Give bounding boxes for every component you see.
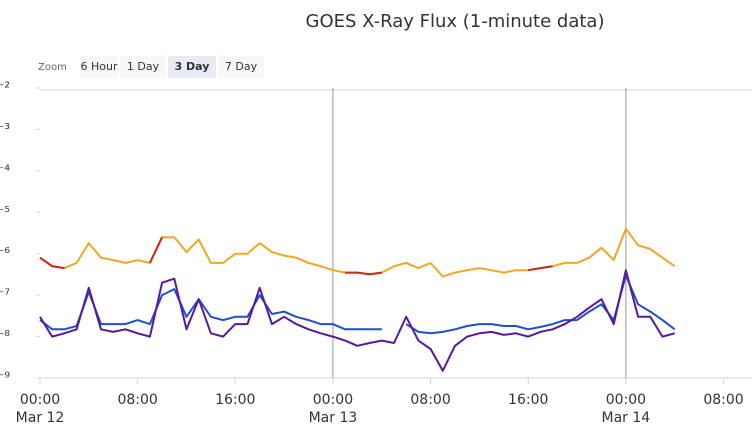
y-tick-label: 10⁻³ — [0, 121, 10, 137]
zoom-button-label[interactable]: 1 Day — [127, 60, 160, 73]
x-tick-label: 16:00 — [215, 392, 255, 408]
zoom-button[interactable] — [168, 56, 216, 78]
zoom-button[interactable] — [120, 56, 166, 78]
chart-title: GOES X-Ray Flux (1-minute data) — [306, 11, 605, 32]
flux-line — [39, 269, 675, 372]
x-tick-label: 16:00 — [508, 392, 548, 408]
x-tick-label: 00:00 Mar 12 — [16, 392, 65, 426]
y-tick-label: 10⁻⁶ — [0, 246, 10, 262]
x-tick-label: 08:00 — [703, 392, 743, 408]
flux-line — [39, 274, 676, 335]
y-tick-label: 10⁻⁴ — [0, 163, 10, 179]
zoom-bar: Zoom 6 Hour 1 Day 3 Day 7 Day — [38, 56, 264, 78]
zoom-button[interactable] — [80, 56, 118, 78]
y-tick-label: 10⁻⁹ — [0, 370, 10, 386]
zoom-label: Zoom — [38, 62, 67, 73]
y-tick-label: 10⁻² — [0, 80, 10, 96]
x-tick-label: 08:00 — [410, 392, 450, 408]
flux-line — [39, 236, 553, 276]
flux-line — [39, 227, 676, 278]
zoom-button-label[interactable]: 3 Day — [175, 60, 210, 73]
x-tick-label: 00:00 Mar 13 — [309, 392, 358, 426]
zoom-button-label[interactable]: 7 Day — [225, 60, 258, 73]
y-tick-label: 10⁻⁵ — [0, 204, 10, 220]
y-tick-label: 10⁻⁷ — [0, 287, 10, 303]
x-tick-label: 00:00 Mar 14 — [602, 392, 651, 426]
zoom-button-label[interactable]: 6 Hour — [81, 60, 118, 73]
x-tick-label: 08:00 — [117, 392, 157, 408]
plot-area: 10⁻² 10⁻³ 10⁻⁴ 10⁻⁵ 10⁻⁶ 10⁻⁷ 10⁻⁸ 10⁻⁹ 00:00Mar… — [0, 80, 752, 426]
y-tick-label: 10⁻⁸ — [0, 329, 10, 345]
zoom-button[interactable] — [218, 56, 264, 78]
